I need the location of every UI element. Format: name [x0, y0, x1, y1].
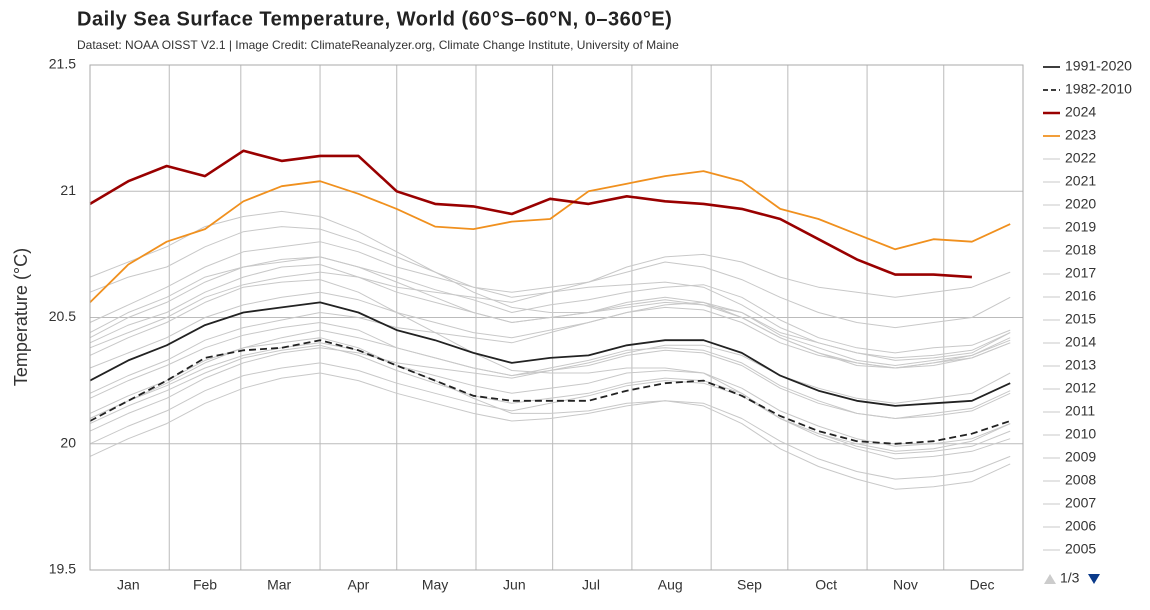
legend-prev-arrow[interactable] [1044, 574, 1056, 584]
legend-label: 2019 [1065, 219, 1096, 235]
legend-label: 1982-2010 [1065, 81, 1132, 97]
legend-label: 2013 [1065, 357, 1096, 373]
legend-label: 2007 [1065, 495, 1096, 511]
series-line [89, 322, 1011, 419]
x-tick-label: Aug [658, 577, 683, 593]
x-tick-label: Jul [582, 577, 600, 593]
legend-label: 2015 [1065, 311, 1096, 327]
y-axis-label: Temperature (°C) [11, 248, 31, 386]
series-line [89, 149, 972, 279]
series-line [89, 344, 1011, 455]
series-line [89, 339, 1011, 445]
legend-label: 2023 [1065, 127, 1096, 143]
x-tick-label: Apr [347, 577, 369, 593]
legend-label: 1991-2020 [1065, 58, 1132, 74]
series-line [89, 301, 1011, 394]
x-tick-label: Oct [815, 577, 837, 593]
legend-label: 2020 [1065, 196, 1096, 212]
y-tick-label: 21.5 [49, 56, 76, 72]
series-line [89, 256, 1011, 354]
legend-label: 2022 [1065, 150, 1096, 166]
legend: 1991-2020 1982-2010 2024 2023 2022 2021 2020 20… [1043, 58, 1132, 557]
legend-label: 2010 [1065, 426, 1096, 442]
legend-label: 2005 [1065, 541, 1096, 557]
legend-label: 2021 [1065, 173, 1096, 189]
legend-label: 2014 [1065, 334, 1096, 350]
legend-label: 2017 [1065, 265, 1096, 281]
legend-label: 2006 [1065, 518, 1096, 534]
series-line [89, 291, 1011, 369]
x-tick-label: Feb [193, 577, 217, 593]
legend-label: 2016 [1065, 288, 1096, 304]
x-tick-label: Mar [267, 577, 291, 593]
y-tick-label: 19.5 [49, 561, 76, 577]
chart-title: Daily Sea Surface Temperature, World (60… [77, 8, 672, 30]
x-tick-label: May [422, 577, 448, 593]
y-tick-label: 20.5 [49, 308, 76, 324]
series-line [89, 362, 1011, 452]
x-tick-label: Sep [737, 577, 762, 593]
series-line [89, 342, 1011, 447]
legend-label: 2012 [1065, 380, 1096, 396]
legend-page: 1/3 [1060, 570, 1080, 586]
legend-label: 2024 [1065, 104, 1096, 120]
series-line [89, 264, 1011, 366]
legend-label: 2008 [1065, 472, 1096, 488]
series-line [89, 253, 1011, 349]
legend-next-arrow[interactable] [1088, 574, 1100, 584]
x-tick-label: Dec [970, 577, 995, 593]
x-tick-label: Nov [893, 577, 918, 593]
series-line [89, 241, 1011, 329]
plot-frame [89, 64, 1024, 571]
x-tick-label: Jun [503, 577, 526, 593]
plot-lines [89, 149, 1011, 490]
series-line [89, 226, 1011, 361]
series-line [89, 372, 1011, 480]
series-line [89, 170, 1011, 304]
legend-label: 2018 [1065, 242, 1096, 258]
series-line [89, 301, 1011, 407]
legend-label: 2009 [1065, 449, 1096, 465]
series-line [89, 279, 1011, 460]
y-tick-label: 21 [60, 182, 76, 198]
series-line [89, 329, 1011, 419]
x-tick-label: Jan [117, 577, 140, 593]
chart-subtitle: Dataset: NOAA OISST V2.1 | Image Credit:… [77, 38, 679, 52]
y-tick-label: 20 [60, 434, 76, 450]
legend-label: 2011 [1065, 403, 1095, 419]
